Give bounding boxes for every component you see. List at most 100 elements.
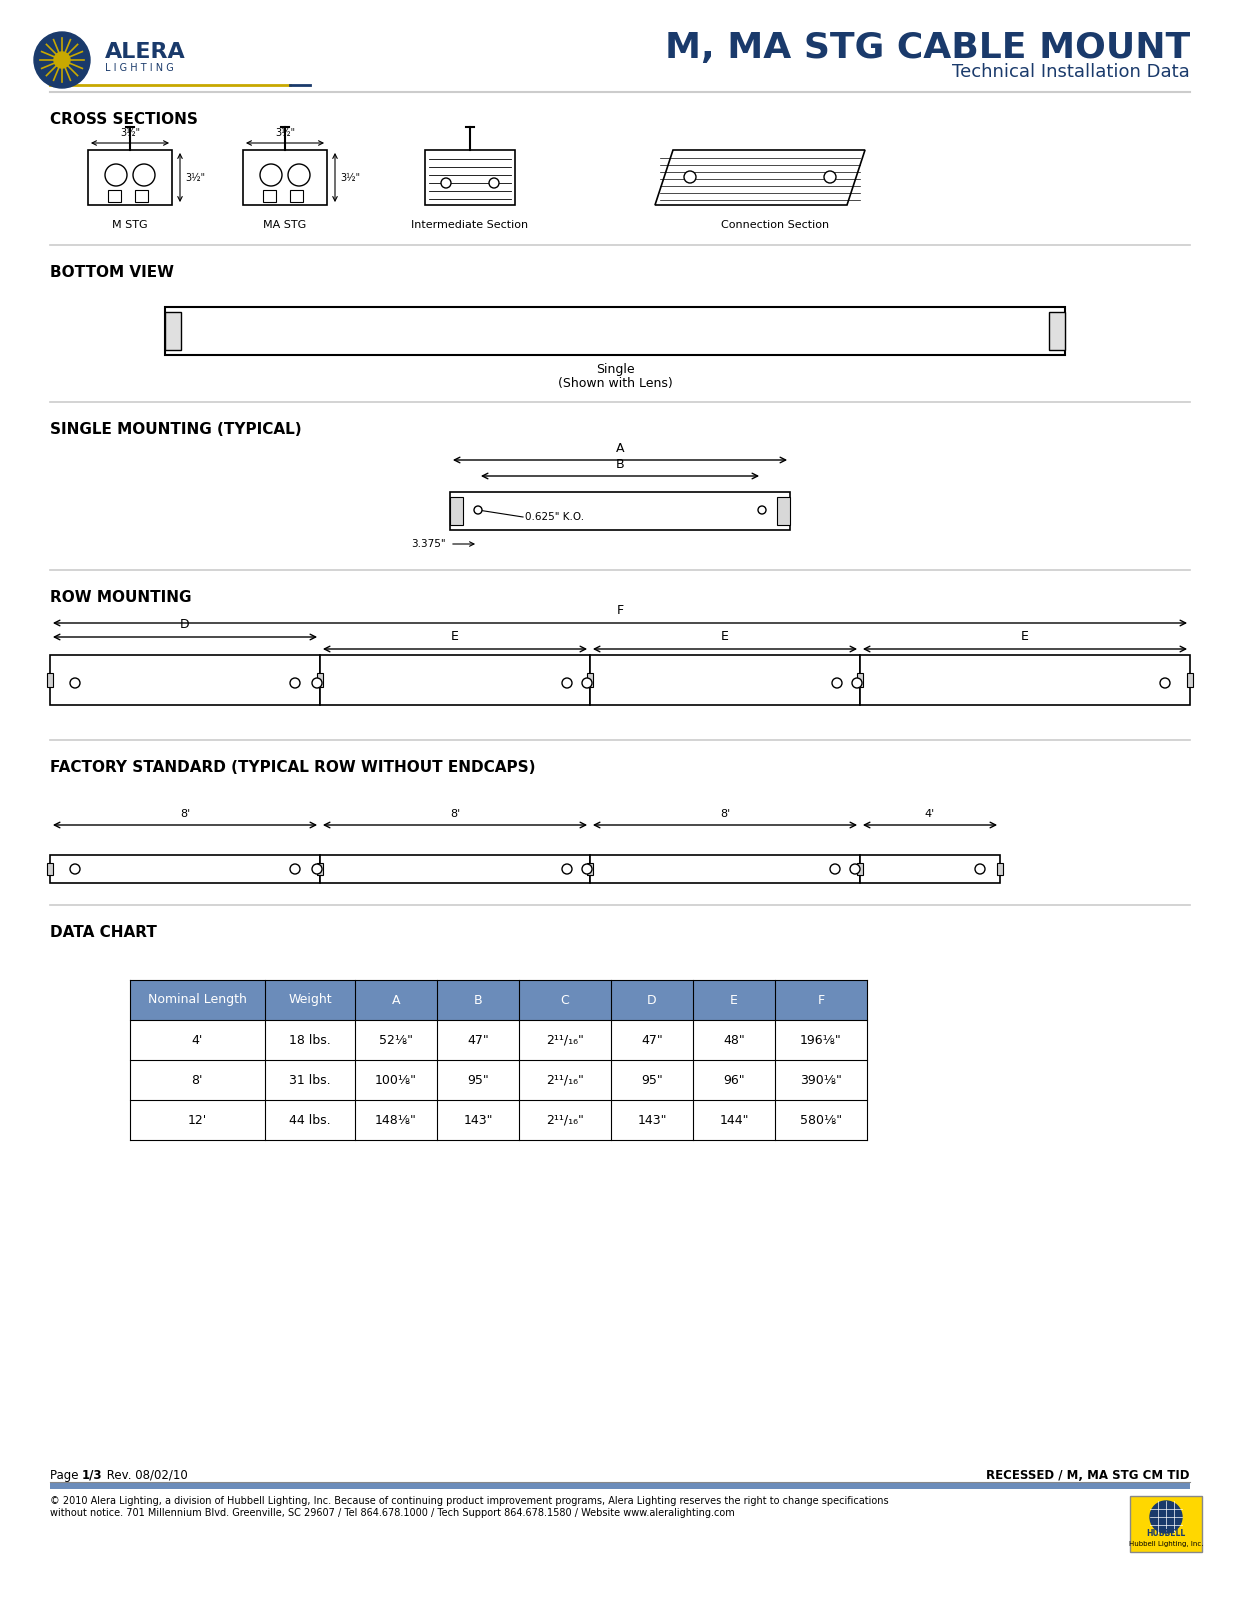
Circle shape	[312, 864, 322, 874]
Circle shape	[975, 864, 985, 874]
Circle shape	[105, 165, 127, 186]
Text: 144": 144"	[719, 1114, 748, 1126]
Text: A: A	[616, 442, 625, 454]
Text: 47": 47"	[641, 1034, 663, 1046]
Circle shape	[134, 165, 155, 186]
Text: Page: Page	[49, 1469, 82, 1482]
Text: DATA CHART: DATA CHART	[49, 925, 157, 939]
Text: ALERA: ALERA	[105, 42, 186, 62]
Circle shape	[54, 51, 71, 67]
Text: F: F	[818, 994, 825, 1006]
Text: 100⅛": 100⅛"	[375, 1074, 417, 1086]
Circle shape	[260, 165, 282, 186]
Circle shape	[489, 178, 499, 187]
Text: E: E	[730, 994, 738, 1006]
Text: 8': 8'	[192, 1074, 203, 1086]
Bar	[49, 654, 320, 706]
Text: E: E	[1021, 630, 1029, 643]
Text: 4': 4'	[192, 1034, 203, 1046]
Bar	[242, 150, 327, 205]
Text: 580⅛": 580⅛"	[800, 1114, 842, 1126]
Bar	[135, 190, 148, 202]
Bar	[777, 498, 790, 525]
Bar	[130, 1021, 867, 1059]
Text: 3.375": 3.375"	[412, 539, 447, 549]
Text: D: D	[647, 994, 657, 1006]
Circle shape	[288, 165, 310, 186]
Text: 390⅛": 390⅛"	[800, 1074, 842, 1086]
Circle shape	[562, 864, 571, 874]
Bar	[130, 1101, 867, 1139]
Bar	[1188, 674, 1192, 686]
Bar	[590, 654, 860, 706]
Circle shape	[1160, 678, 1170, 688]
Bar	[317, 862, 323, 875]
Circle shape	[824, 171, 836, 182]
Text: CROSS SECTIONS: CROSS SECTIONS	[49, 112, 198, 126]
Bar	[590, 854, 860, 883]
Text: Rev. 08/02/10: Rev. 08/02/10	[103, 1469, 188, 1482]
Bar	[289, 190, 303, 202]
Text: Technical Installation Data: Technical Installation Data	[952, 62, 1190, 82]
Text: 8': 8'	[720, 810, 730, 819]
Text: F: F	[616, 603, 623, 618]
Circle shape	[33, 32, 90, 88]
Text: SINGLE MOUNTING (TYPICAL): SINGLE MOUNTING (TYPICAL)	[49, 422, 302, 437]
Text: 3½": 3½"	[186, 173, 205, 182]
Text: M STG: M STG	[113, 219, 147, 230]
Bar	[130, 979, 867, 1021]
Text: 196⅛": 196⅛"	[800, 1034, 842, 1046]
Circle shape	[289, 864, 301, 874]
Text: 95": 95"	[641, 1074, 663, 1086]
Text: 148⅛": 148⅛"	[375, 1114, 417, 1126]
Circle shape	[1150, 1501, 1183, 1533]
Bar	[320, 654, 590, 706]
Text: 95": 95"	[468, 1074, 489, 1086]
Bar	[130, 1059, 867, 1101]
Text: HUBBELL: HUBBELL	[1147, 1530, 1185, 1539]
Text: L I G H T I N G: L I G H T I N G	[105, 62, 173, 74]
Bar	[165, 312, 181, 350]
Circle shape	[442, 178, 452, 187]
Text: 44 lbs.: 44 lbs.	[289, 1114, 330, 1126]
Bar	[997, 862, 1003, 875]
Text: 52⅛": 52⅛"	[379, 1034, 413, 1046]
Bar	[588, 862, 593, 875]
Bar	[857, 674, 863, 686]
Text: B: B	[474, 994, 482, 1006]
Circle shape	[562, 678, 571, 688]
Bar	[860, 854, 999, 883]
Text: ROW MOUNTING: ROW MOUNTING	[49, 590, 192, 605]
Bar	[49, 854, 320, 883]
Bar	[108, 190, 121, 202]
Text: BOTTOM VIEW: BOTTOM VIEW	[49, 266, 174, 280]
Bar	[860, 654, 1190, 706]
Circle shape	[71, 864, 80, 874]
Bar	[317, 674, 323, 686]
Bar	[1049, 312, 1065, 350]
Bar	[450, 493, 790, 530]
Circle shape	[474, 506, 482, 514]
Text: 8': 8'	[179, 810, 190, 819]
Circle shape	[312, 678, 322, 688]
Text: Intermediate Section: Intermediate Section	[412, 219, 528, 230]
Circle shape	[758, 506, 766, 514]
Text: 3½": 3½"	[275, 128, 296, 138]
Bar	[588, 674, 593, 686]
Text: Nominal Length: Nominal Length	[147, 994, 246, 1006]
Circle shape	[684, 171, 696, 182]
Text: Single: Single	[596, 363, 635, 376]
Polygon shape	[656, 150, 865, 205]
Text: E: E	[721, 630, 729, 643]
Bar	[320, 854, 590, 883]
Bar	[88, 150, 172, 205]
Circle shape	[833, 678, 842, 688]
Text: 143": 143"	[463, 1114, 492, 1126]
Text: 12': 12'	[187, 1114, 207, 1126]
Text: 3½": 3½"	[120, 128, 140, 138]
Circle shape	[71, 678, 80, 688]
Text: 3½": 3½"	[340, 173, 360, 182]
Text: B: B	[616, 458, 625, 470]
Text: MA STG: MA STG	[263, 219, 307, 230]
Bar	[263, 190, 276, 202]
